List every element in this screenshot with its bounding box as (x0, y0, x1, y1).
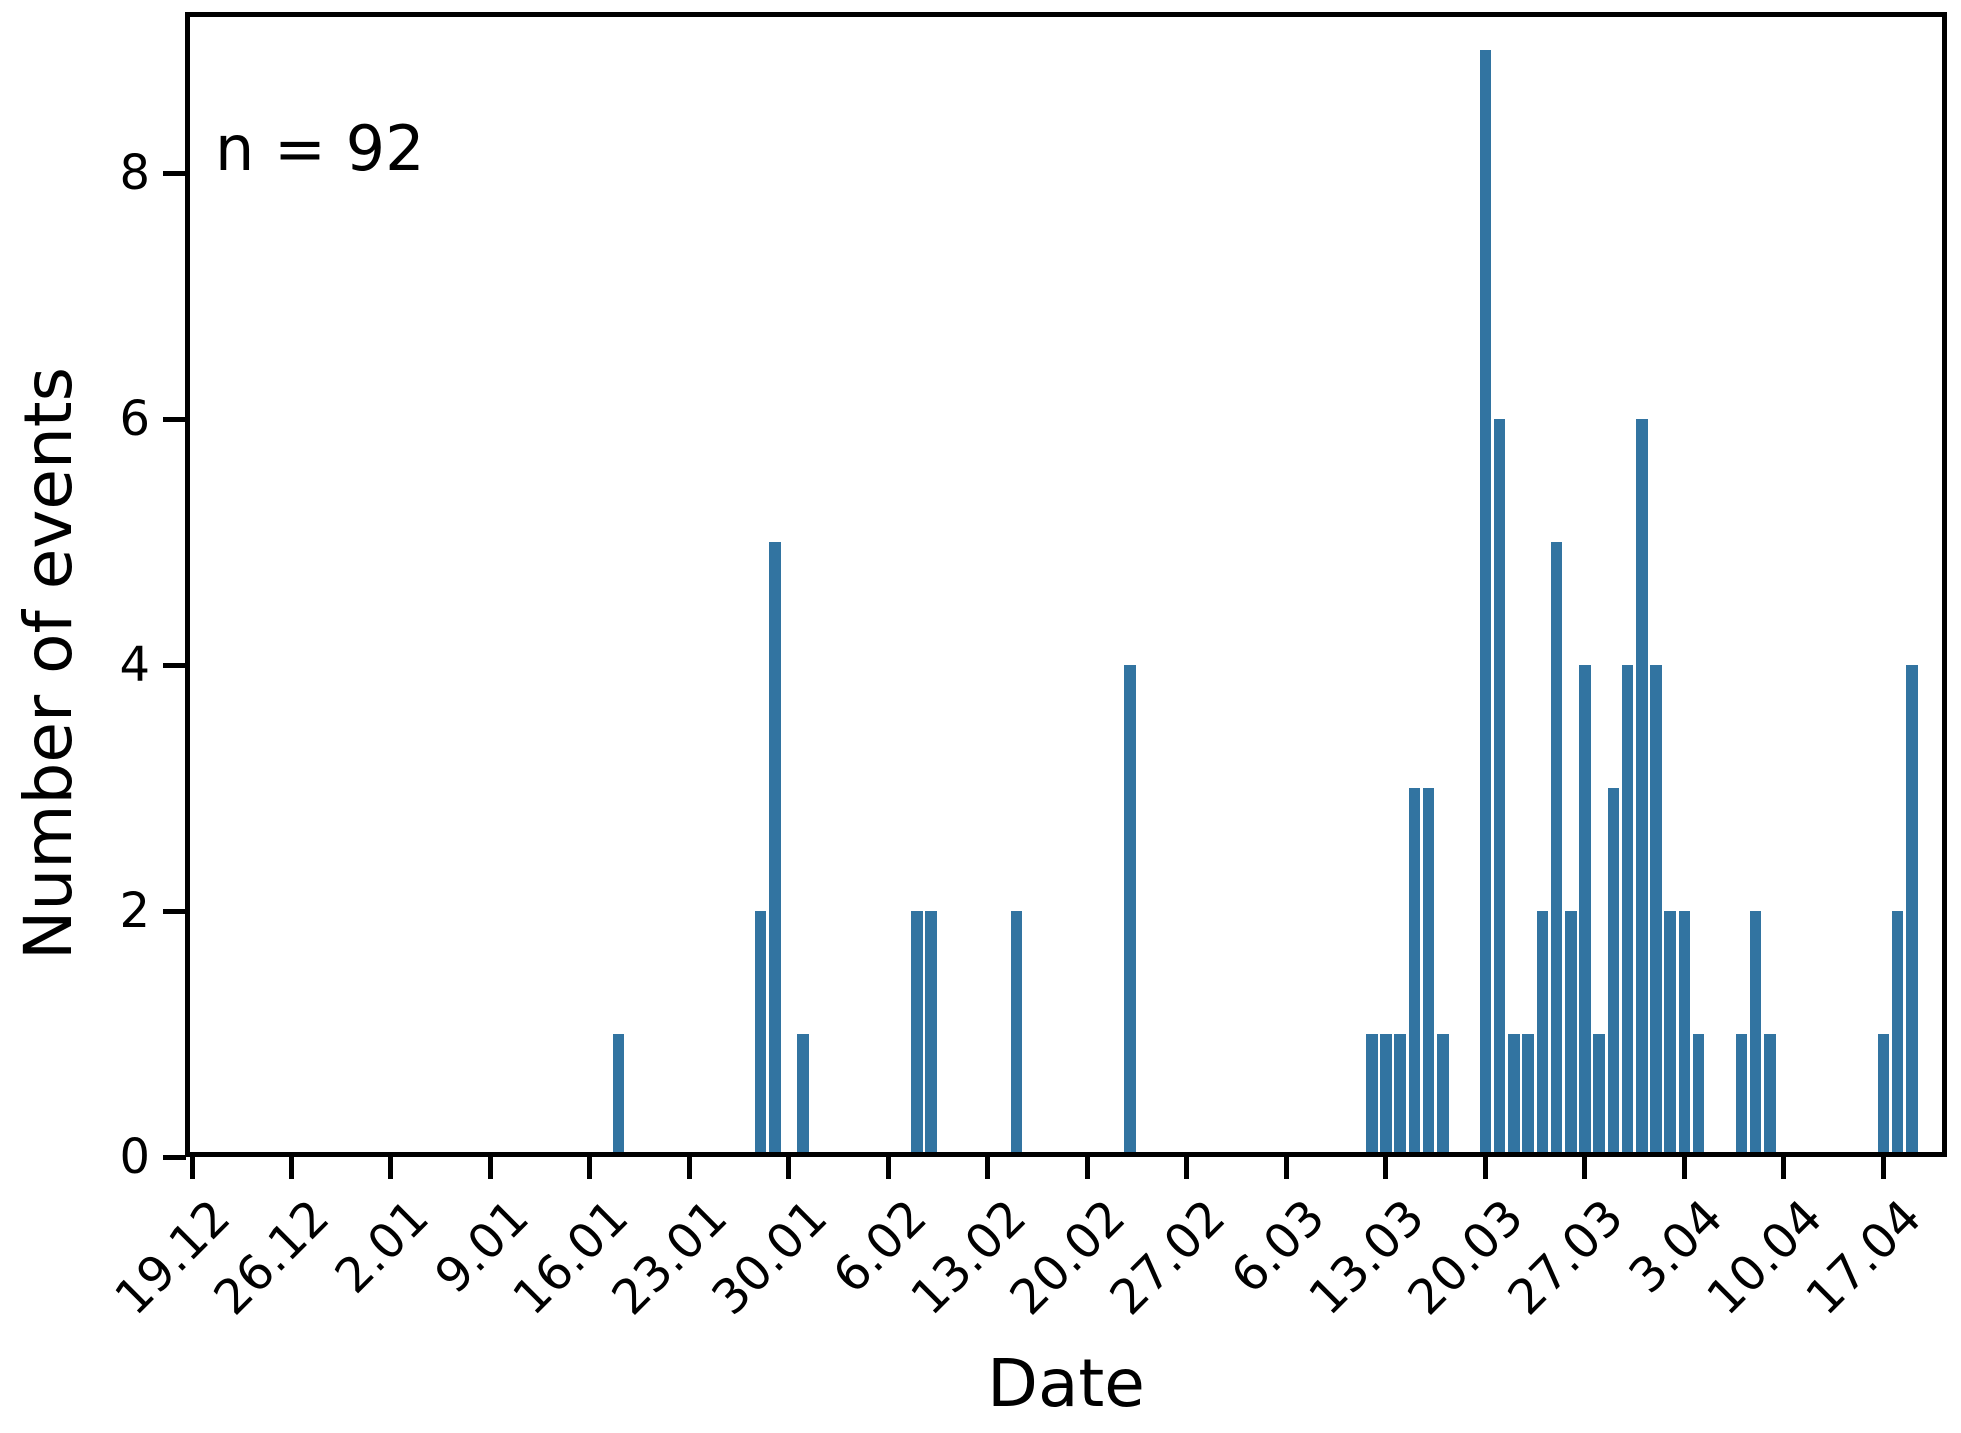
plot-area (185, 12, 1947, 1157)
bar-7.04 (1735, 1034, 1748, 1152)
x-tick-27.02 (1184, 1157, 1190, 1179)
x-tick-23.01 (686, 1157, 692, 1179)
bar-31.03 (1636, 419, 1648, 1152)
bar-3.04 (1678, 911, 1691, 1152)
x-tick-label-13.03: 13.03 (1297, 1189, 1435, 1326)
x-tick-13.03 (1383, 1157, 1389, 1179)
x-tick-label-17.04: 17.04 (1795, 1189, 1933, 1326)
x-tick-26.12 (288, 1157, 294, 1179)
x-tick-label-20.02: 20.02 (999, 1189, 1137, 1326)
bar-23.02 (1124, 665, 1136, 1152)
bar-31.01 (797, 1034, 809, 1152)
y-tick-6 (163, 416, 186, 422)
bar-18.01 (612, 1034, 625, 1152)
bar-1.04 (1650, 665, 1662, 1152)
sample-size-annotation: n = 92 (215, 112, 425, 185)
x-tick-label-19.12: 19.12 (103, 1189, 241, 1326)
x-tick-2.01 (388, 1157, 394, 1179)
bar-17.03 (1437, 1034, 1449, 1152)
x-tick-30.01 (786, 1157, 792, 1179)
x-tick-label-27.03: 27.03 (1496, 1189, 1634, 1326)
x-tick-13.02 (985, 1157, 991, 1179)
y-tick-8 (163, 170, 186, 176)
x-tick-label-16.01: 16.01 (501, 1189, 639, 1326)
x-tick-label-13.02: 13.02 (899, 1189, 1037, 1326)
x-axis-title: Date (987, 1345, 1145, 1422)
bar-18.04 (1891, 911, 1904, 1152)
bar-4.04 (1692, 1034, 1705, 1152)
bar-13.03 (1380, 1034, 1392, 1152)
y-tick-4 (163, 662, 186, 668)
bar-27.03 (1579, 665, 1591, 1152)
bar-28.01 (754, 911, 767, 1152)
bar-9.02 (925, 911, 937, 1152)
x-tick-20.02 (1084, 1157, 1090, 1179)
x-tick-20.03 (1482, 1157, 1488, 1179)
y-tick-0 (163, 1154, 186, 1160)
bar-26.03 (1564, 911, 1577, 1152)
x-tick-27.03 (1582, 1157, 1588, 1179)
bar-29.03 (1607, 788, 1620, 1152)
x-tick-9.01 (487, 1157, 493, 1179)
bar-12.03 (1365, 1034, 1378, 1152)
bar-8.02 (911, 911, 923, 1152)
bar-20.03 (1479, 50, 1492, 1152)
bar-28.03 (1593, 1034, 1605, 1152)
x-tick-6.02 (885, 1157, 891, 1179)
x-tick-3.04 (1681, 1157, 1687, 1179)
y-tick-2 (163, 908, 186, 914)
x-tick-label-2.01: 2.01 (324, 1189, 440, 1305)
bar-29.01 (768, 542, 781, 1152)
y-tick-label-2: 2 (119, 883, 150, 939)
x-tick-label-20.03: 20.03 (1397, 1189, 1535, 1326)
bar-2.04 (1664, 911, 1677, 1152)
y-tick-label-8: 8 (119, 145, 150, 201)
x-tick-label-30.01: 30.01 (700, 1189, 838, 1326)
bar-22.03 (1508, 1034, 1520, 1152)
bar-16.03 (1422, 788, 1435, 1152)
bar-24.03 (1536, 911, 1549, 1152)
bar-21.03 (1493, 419, 1506, 1152)
x-tick-19.12 (189, 1157, 195, 1179)
bar-8.04 (1749, 911, 1762, 1152)
x-tick-label-23.01: 23.01 (601, 1189, 739, 1326)
bar-19.04 (1906, 665, 1918, 1152)
x-tick-16.01 (587, 1157, 593, 1179)
bar-15.02 (1010, 911, 1023, 1152)
x-tick-17.04 (1880, 1157, 1886, 1179)
y-tick-label-0: 0 (119, 1129, 150, 1185)
bar-9.04 (1763, 1034, 1776, 1152)
y-tick-label-4: 4 (119, 637, 150, 693)
x-tick-10.04 (1781, 1157, 1787, 1179)
bar-17.04 (1877, 1034, 1890, 1152)
y-tick-label-6: 6 (119, 391, 150, 447)
x-tick-label-10.04: 10.04 (1695, 1189, 1833, 1326)
bar-15.03 (1408, 788, 1421, 1152)
x-tick-6.03 (1283, 1157, 1289, 1179)
bar-25.03 (1550, 542, 1563, 1152)
bar-14.03 (1394, 1034, 1406, 1152)
bars-container (190, 17, 1942, 1152)
x-tick-label-27.02: 27.02 (1098, 1189, 1236, 1326)
bar-23.03 (1522, 1034, 1534, 1152)
x-tick-label-26.12: 26.12 (203, 1189, 341, 1326)
bar-30.03 (1621, 665, 1634, 1152)
